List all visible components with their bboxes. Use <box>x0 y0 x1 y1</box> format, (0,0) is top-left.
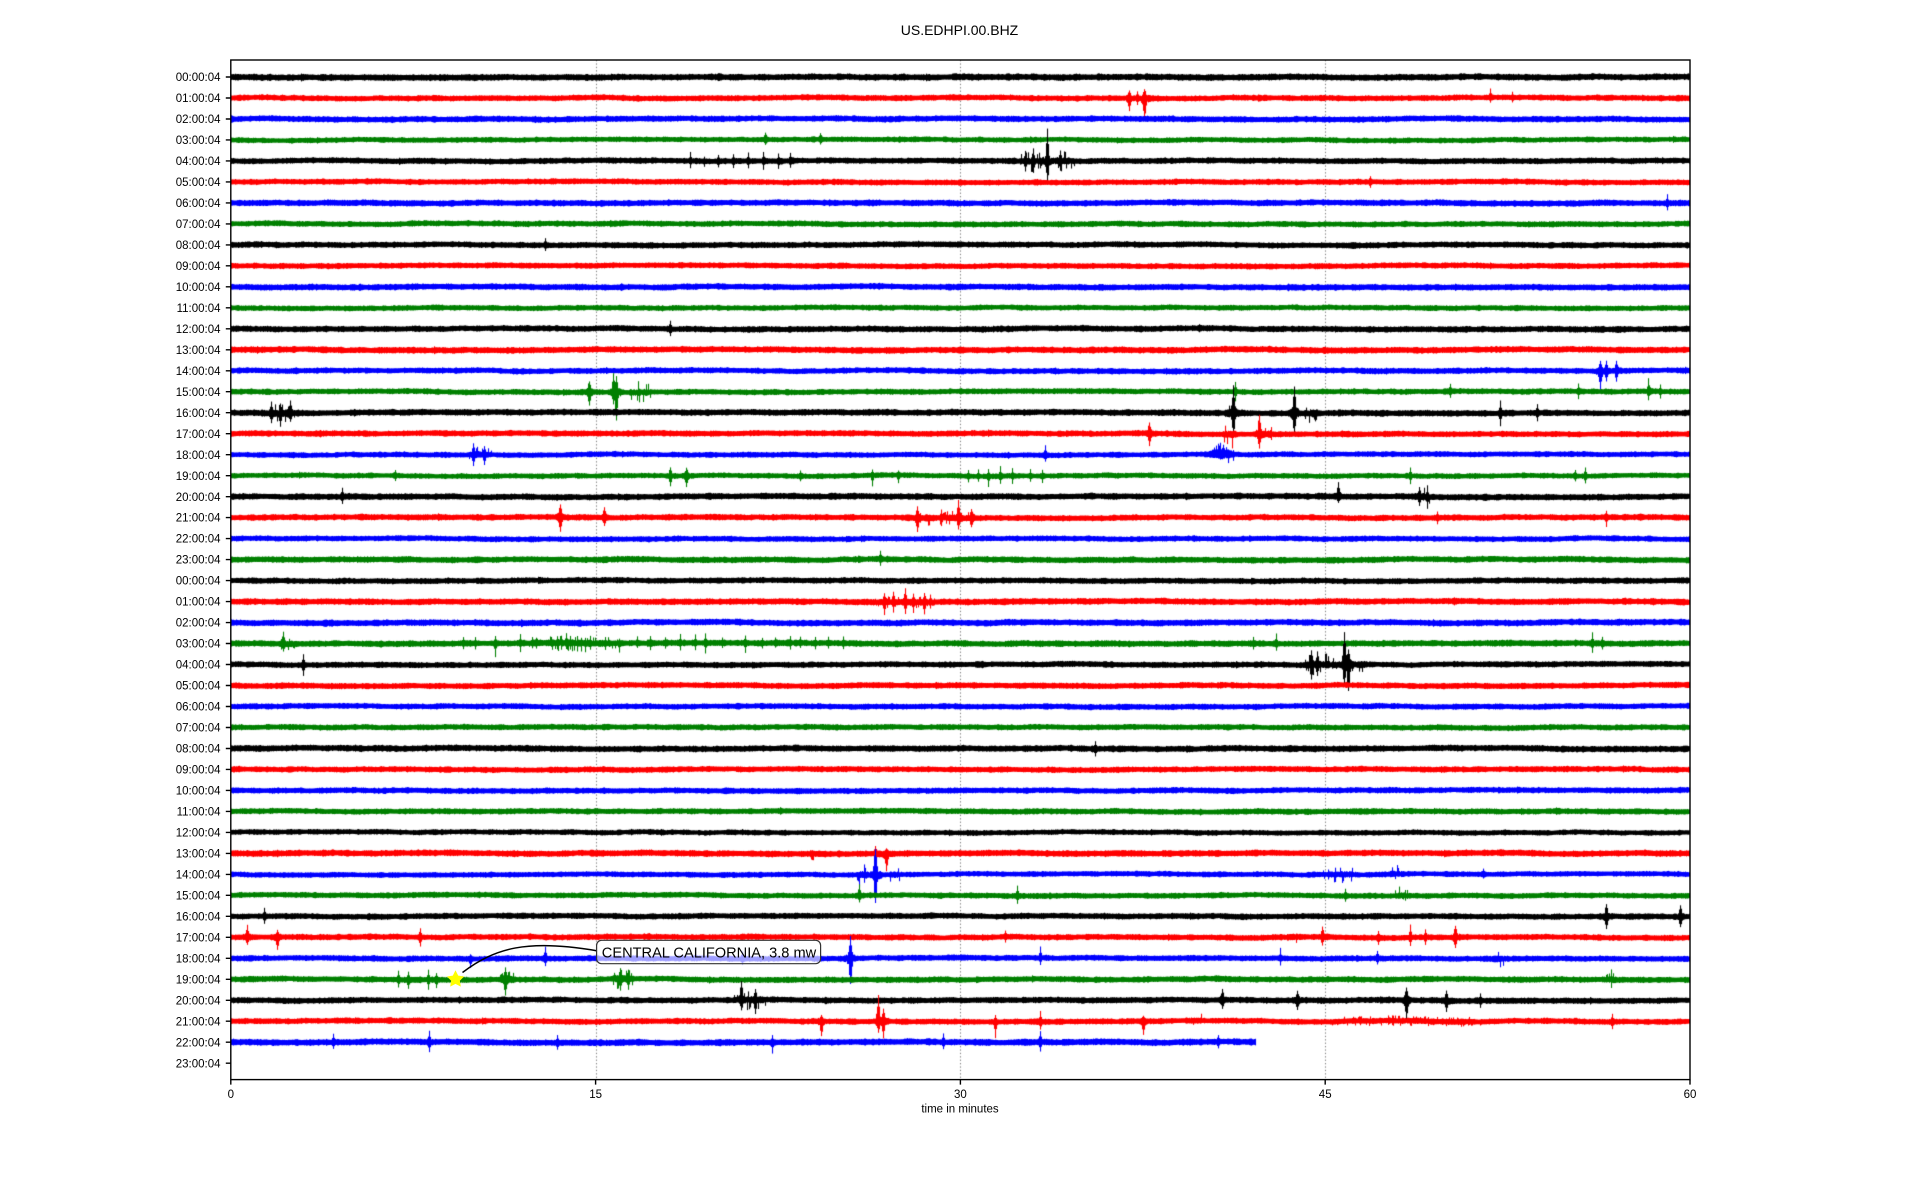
svg-text:18:00:04: 18:00:04 <box>176 450 221 462</box>
svg-text:45: 45 <box>1319 1089 1332 1101</box>
svg-text:15: 15 <box>589 1089 602 1101</box>
svg-text:01:00:04: 01:00:04 <box>176 93 221 105</box>
svg-text:02:00:04: 02:00:04 <box>176 618 221 630</box>
svg-text:11:00:04: 11:00:04 <box>177 807 222 819</box>
svg-text:03:00:04: 03:00:04 <box>176 135 221 147</box>
svg-text:12:00:04: 12:00:04 <box>176 827 221 839</box>
svg-text:14:00:04: 14:00:04 <box>176 366 221 378</box>
svg-text:time in minutes: time in minutes <box>921 1104 999 1116</box>
svg-text:23:00:04: 23:00:04 <box>176 555 221 567</box>
svg-text:17:00:04: 17:00:04 <box>176 429 221 441</box>
svg-text:19:00:04: 19:00:04 <box>176 471 221 483</box>
svg-text:17:00:04: 17:00:04 <box>176 932 221 944</box>
svg-text:CENTRAL CALIFORNIA, 3.8 mw: CENTRAL CALIFORNIA, 3.8 mw <box>602 946 817 962</box>
svg-text:16:00:04: 16:00:04 <box>176 408 221 420</box>
svg-text:00:00:04: 00:00:04 <box>176 72 221 84</box>
svg-text:20:00:04: 20:00:04 <box>176 995 221 1007</box>
svg-text:21:00:04: 21:00:04 <box>176 1016 221 1028</box>
svg-text:02:00:04: 02:00:04 <box>176 114 221 126</box>
svg-text:15:00:04: 15:00:04 <box>176 387 221 399</box>
svg-text:14:00:04: 14:00:04 <box>176 869 221 881</box>
svg-text:07:00:04: 07:00:04 <box>176 219 221 231</box>
svg-text:15:00:04: 15:00:04 <box>176 890 221 902</box>
svg-text:08:00:04: 08:00:04 <box>176 744 221 756</box>
svg-text:30: 30 <box>954 1089 967 1101</box>
svg-text:18:00:04: 18:00:04 <box>176 953 221 965</box>
svg-text:07:00:04: 07:00:04 <box>176 723 221 735</box>
svg-text:01:00:04: 01:00:04 <box>176 597 221 609</box>
svg-text:16:00:04: 16:00:04 <box>176 911 221 923</box>
svg-text:22:00:04: 22:00:04 <box>176 534 221 546</box>
svg-text:06:00:04: 06:00:04 <box>176 198 221 210</box>
svg-text:23:00:04: 23:00:04 <box>176 1058 221 1070</box>
svg-text:19:00:04: 19:00:04 <box>176 974 221 986</box>
svg-text:11:00:04: 11:00:04 <box>177 303 222 315</box>
svg-text:13:00:04: 13:00:04 <box>176 848 221 860</box>
svg-text:0: 0 <box>228 1089 234 1101</box>
svg-text:00:00:04: 00:00:04 <box>176 576 221 588</box>
svg-text:22:00:04: 22:00:04 <box>176 1037 221 1049</box>
svg-text:05:00:04: 05:00:04 <box>176 681 221 693</box>
svg-text:10:00:04: 10:00:04 <box>176 786 221 798</box>
svg-text:04:00:04: 04:00:04 <box>176 156 221 168</box>
svg-text:03:00:04: 03:00:04 <box>176 639 221 651</box>
svg-text:08:00:04: 08:00:04 <box>176 240 221 252</box>
svg-text:60: 60 <box>1684 1089 1697 1101</box>
svg-text:12:00:04: 12:00:04 <box>176 324 221 336</box>
svg-text:06:00:04: 06:00:04 <box>176 702 221 714</box>
svg-text:09:00:04: 09:00:04 <box>176 261 221 273</box>
svg-text:20:00:04: 20:00:04 <box>176 492 221 504</box>
svg-text:21:00:04: 21:00:04 <box>176 513 221 525</box>
svg-text:05:00:04: 05:00:04 <box>176 177 221 189</box>
svg-text:13:00:04: 13:00:04 <box>176 345 221 357</box>
svg-text:09:00:04: 09:00:04 <box>176 765 221 777</box>
svg-text:04:00:04: 04:00:04 <box>176 660 221 672</box>
svg-text:10:00:04: 10:00:04 <box>176 282 221 294</box>
svg-text:US.EDHPI.00.BHZ: US.EDHPI.00.BHZ <box>901 22 1019 38</box>
